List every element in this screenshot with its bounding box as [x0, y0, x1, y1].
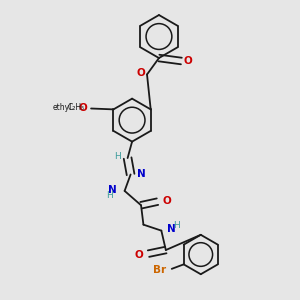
Text: Br: Br [153, 265, 167, 275]
Text: H: H [114, 152, 121, 161]
Text: N: N [167, 224, 176, 234]
Text: O: O [184, 56, 192, 66]
Text: O: O [136, 68, 145, 78]
Text: ethyl: ethyl [52, 103, 72, 112]
Text: N: N [108, 185, 117, 195]
Text: H: H [106, 191, 113, 200]
Text: O: O [134, 250, 143, 260]
Text: O: O [163, 196, 172, 206]
Text: H: H [173, 221, 179, 230]
Text: C₂H₅: C₂H₅ [68, 103, 85, 112]
Text: N: N [137, 169, 146, 179]
Text: O: O [79, 103, 88, 112]
